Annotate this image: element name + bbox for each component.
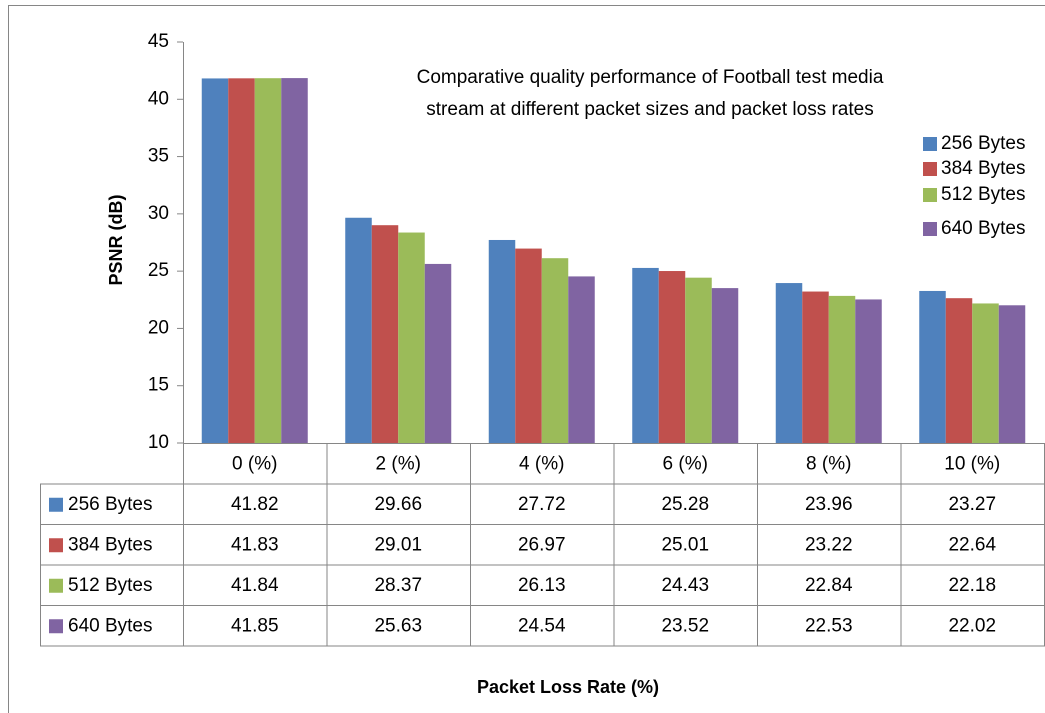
- table-cell: 41.84: [231, 575, 279, 596]
- table-cell: 25.28: [661, 494, 709, 515]
- bar: [568, 276, 595, 443]
- chart-title: Comparative quality performance of Footb…: [417, 67, 884, 88]
- table-row-label: 640 Bytes: [68, 615, 153, 636]
- table-cell: 22.02: [948, 615, 996, 636]
- x-tick-label: 6 (%): [663, 453, 708, 474]
- x-tick-label: 10 (%): [944, 453, 1000, 474]
- bar: [998, 305, 1026, 443]
- legend-swatch: [923, 137, 937, 151]
- table-cell: 28.37: [374, 575, 422, 596]
- table-cell: 26.97: [518, 534, 566, 555]
- bar: [685, 277, 712, 443]
- bar: [658, 271, 686, 443]
- x-tick-label: 2 (%): [376, 453, 421, 474]
- table-row-label: 256 Bytes: [68, 494, 153, 515]
- table-cell: 24.43: [661, 575, 709, 596]
- table-cell: 22.18: [948, 575, 996, 596]
- x-tick-label: 4 (%): [519, 453, 564, 474]
- table-cell: 23.22: [805, 534, 853, 555]
- bar: [228, 78, 255, 443]
- y-tick-label: 45: [148, 31, 169, 52]
- table-cell: 41.82: [231, 494, 279, 515]
- table-cell: 29.66: [374, 494, 422, 515]
- legend-swatch: [923, 188, 937, 202]
- table-row-label: 384 Bytes: [68, 534, 153, 555]
- y-axis-label: PSNR (dB): [106, 195, 126, 286]
- y-tick-label: 35: [148, 146, 169, 167]
- table-cell: 22.53: [805, 615, 853, 636]
- table-cell: 25.01: [661, 534, 709, 555]
- table-swatch: [49, 538, 63, 553]
- bar: [775, 283, 803, 443]
- table-cell: 25.63: [374, 615, 422, 636]
- y-tick-label: 15: [148, 375, 169, 396]
- y-tick-label: 30: [148, 203, 169, 224]
- table-swatch: [49, 619, 63, 634]
- bar: [281, 78, 308, 443]
- table-cell: 22.84: [805, 575, 853, 596]
- table-cell: 23.27: [948, 494, 996, 515]
- y-tick-label: 20: [148, 317, 169, 338]
- bar: [515, 248, 542, 443]
- table-cell: 24.54: [518, 615, 566, 636]
- bar: [398, 232, 425, 443]
- table-cell: 41.83: [231, 534, 279, 555]
- table-cell: 26.13: [518, 575, 566, 596]
- y-tick-label: 40: [148, 88, 169, 109]
- bar: [855, 299, 882, 443]
- table-cell: 41.85: [231, 615, 279, 636]
- legend-label: 512 Bytes: [941, 184, 1026, 205]
- legend-swatch: [923, 162, 937, 176]
- bar: [711, 288, 739, 443]
- bar: [541, 258, 569, 443]
- bar: [424, 263, 452, 443]
- bar: [201, 78, 229, 443]
- table-cell: 27.72: [518, 494, 566, 515]
- chart-title: stream at different packet sizes and pac…: [426, 99, 873, 120]
- bar: [972, 303, 999, 443]
- bar: [802, 291, 829, 443]
- bar: [345, 217, 372, 443]
- table-cell: 29.01: [374, 534, 422, 555]
- legend-label: 384 Bytes: [941, 158, 1026, 179]
- bar: [945, 298, 973, 443]
- table-swatch: [49, 497, 63, 512]
- table-swatch: [49, 578, 63, 593]
- x-axis-label: Packet Loss Rate (%): [477, 677, 659, 697]
- bar: [632, 267, 659, 443]
- bar: [828, 295, 856, 443]
- legend-label: 256 Bytes: [941, 133, 1026, 154]
- legend-swatch: [923, 222, 937, 236]
- x-tick-label: 8 (%): [806, 453, 851, 474]
- bar: [371, 225, 399, 443]
- legend-label: 640 Bytes: [941, 218, 1026, 239]
- table-row-label: 512 Bytes: [68, 575, 153, 596]
- table-cell: 22.64: [948, 534, 996, 555]
- bar: [919, 290, 946, 443]
- y-tick-label: 10: [148, 432, 169, 453]
- table-cell: 23.52: [661, 615, 709, 636]
- bar: [488, 239, 516, 443]
- y-tick-label: 25: [148, 260, 169, 281]
- x-tick-label: 0 (%): [232, 453, 277, 474]
- bar: [254, 78, 282, 443]
- table-cell: 23.96: [805, 494, 853, 515]
